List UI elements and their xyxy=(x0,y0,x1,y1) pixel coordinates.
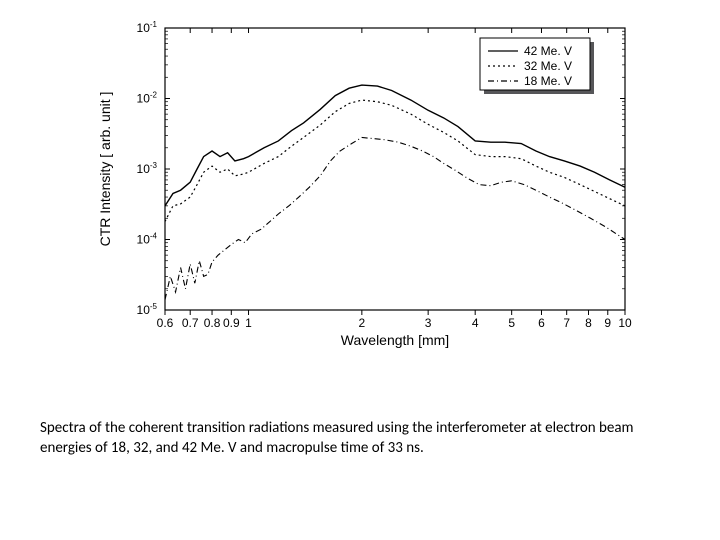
svg-text:10-5: 10-5 xyxy=(137,302,158,317)
svg-text:6: 6 xyxy=(538,316,545,330)
svg-text:10-4: 10-4 xyxy=(137,232,158,247)
svg-text:0.9: 0.9 xyxy=(223,316,240,330)
figure-caption: Spectra of the coherent transition radia… xyxy=(40,418,680,459)
svg-text:0.7: 0.7 xyxy=(182,316,199,330)
svg-text:32 Me. V: 32 Me. V xyxy=(524,59,572,73)
svg-text:5: 5 xyxy=(508,316,515,330)
svg-text:0.8: 0.8 xyxy=(204,316,221,330)
svg-text:7: 7 xyxy=(563,316,570,330)
svg-text:10-3: 10-3 xyxy=(137,161,158,176)
svg-text:Wavelength [mm]: Wavelength [mm] xyxy=(341,332,449,348)
svg-text:42 Me. V: 42 Me. V xyxy=(524,44,572,58)
chart-container: 0.6 0.7 0.80.9 1 2 3 4 5 6 7 89 10 10-5 10-4 10-3 10-2 1… xyxy=(80,10,640,370)
svg-text:CTR Intensity [ arb. unit ]: CTR Intensity [ arb. unit ] xyxy=(97,92,113,247)
svg-text:18 Me. V: 18 Me. V xyxy=(524,74,572,88)
svg-text:3: 3 xyxy=(425,316,432,330)
svg-text:10-2: 10-2 xyxy=(137,91,158,106)
svg-text:1: 1 xyxy=(245,316,252,330)
svg-text:10-1: 10-1 xyxy=(137,20,158,35)
series-18-me-v xyxy=(165,137,625,299)
svg-text:10: 10 xyxy=(618,316,632,330)
page: 0.6 0.7 0.80.9 1 2 3 4 5 6 7 89 10 10-5 10-4 10-3 10-2 1… xyxy=(0,0,720,540)
spectrum-chart: 0.6 0.7 0.80.9 1 2 3 4 5 6 7 89 10 10-5 10-4 10-3 10-2 1… xyxy=(80,10,640,370)
series-42-me-v xyxy=(165,85,625,206)
svg-text:2: 2 xyxy=(359,316,366,330)
svg-text:8: 8 xyxy=(585,316,592,330)
svg-text:0.6: 0.6 xyxy=(157,316,174,330)
svg-text:9: 9 xyxy=(604,316,611,330)
svg-text:4: 4 xyxy=(472,316,479,330)
